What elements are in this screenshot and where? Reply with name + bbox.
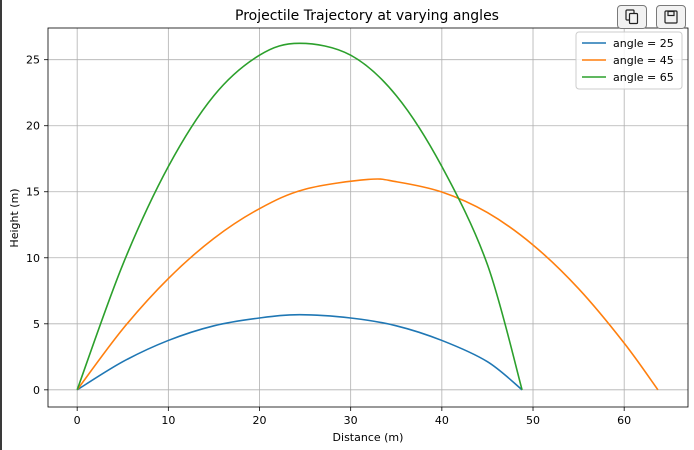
legend: angle = 25 angle = 45 angle = 65: [575, 31, 683, 90]
save-button[interactable]: [656, 5, 686, 29]
plot-frame: [47, 27, 689, 408]
y-tick-label: 15: [26, 186, 40, 199]
save-icon: [664, 10, 678, 24]
y-tick-label: 10: [26, 252, 40, 265]
copy-button[interactable]: [617, 5, 647, 29]
series-line-2: [76, 178, 659, 391]
y-tick-label: 20: [26, 120, 40, 133]
legend-label-3: angle = 65: [613, 71, 674, 84]
y-tick-label: 25: [26, 54, 40, 67]
legend-label-1: angle = 25: [613, 37, 674, 50]
series-line-1: [76, 313, 523, 391]
x-tick-label: 60: [617, 414, 631, 427]
x-tick-label: 20: [253, 414, 267, 427]
y-tick-label: 0: [33, 384, 40, 397]
legend-label-2: angle = 45: [613, 54, 674, 67]
plot-area: [48, 28, 688, 407]
x-tick-label: 10: [161, 414, 175, 427]
axis-ticks: 0 10 20 30 40 50 60 0 5 10 15 20 25: [26, 54, 631, 427]
y-axis-label: Height (m): [8, 188, 21, 247]
y-tick-label: 5: [33, 318, 40, 331]
series-line-3: [76, 42, 523, 391]
x-tick-label: 0: [74, 414, 81, 427]
x-tick-label: 30: [344, 414, 358, 427]
series-layer: [76, 42, 659, 391]
x-tick-label: 40: [435, 414, 449, 427]
copy-icon: [625, 9, 639, 25]
x-tick-label: 50: [526, 414, 540, 427]
legend-box: [575, 31, 683, 90]
window-edge: [0, 0, 2, 450]
x-axis-label: Distance (m): [333, 431, 404, 444]
chart-title: Projectile Trajectory at varying angles: [235, 8, 499, 24]
